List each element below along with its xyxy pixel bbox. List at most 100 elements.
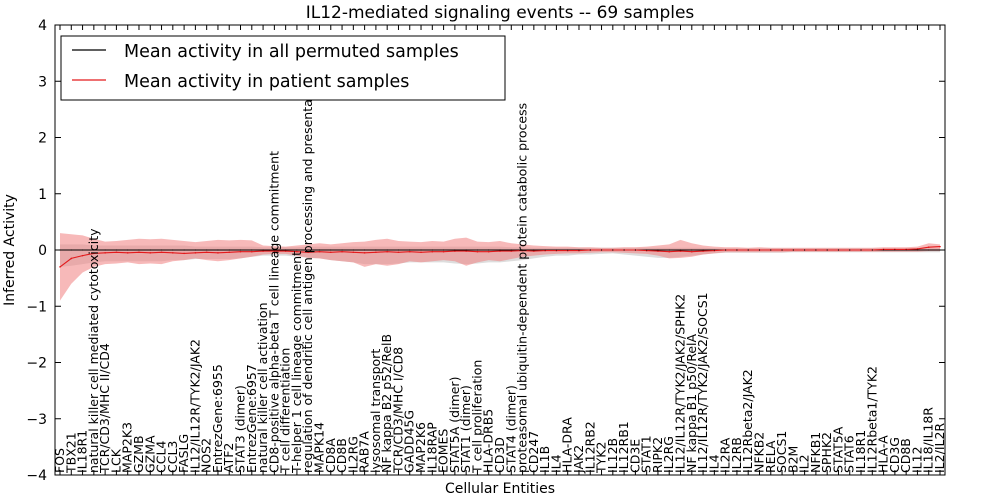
patient-data-point [397, 251, 400, 254]
permuted-data-point [837, 249, 840, 251]
permuted-data-point [725, 249, 727, 251]
permuted-data-point [882, 249, 885, 251]
category-label: FOS [52, 448, 67, 473]
patient-data-point [183, 252, 185, 255]
permuted-data-point [318, 249, 321, 251]
category-label: MAPK14 [311, 422, 326, 473]
category-label: proteasomal ubiquitin-dependent protein … [515, 103, 530, 473]
y-tick-label: 4 [38, 18, 47, 34]
permuted-data-point [454, 249, 456, 251]
category-label: T cell proliferation [469, 360, 484, 474]
patient-data-point [172, 252, 174, 254]
category-label: regulation of dendritic cell antigen pro… [300, 75, 315, 473]
permuted-data-point [409, 249, 411, 251]
permuted-data-point [228, 249, 230, 251]
y-tick-label: −4 [26, 468, 47, 484]
category-label: STAT6 [842, 435, 857, 473]
permuted-data-point [251, 249, 253, 251]
category-label: FASLG [176, 434, 191, 473]
patient-data-point [363, 252, 366, 254]
patient-data-point [250, 250, 253, 253]
permuted-data-point [589, 249, 591, 251]
category-label: natural killer cell mediated cytotoxicit… [86, 228, 101, 473]
patient-data-point [420, 251, 422, 254]
category-label: EOMES [436, 429, 451, 473]
y-tick-label: −2 [26, 356, 47, 372]
permuted-data-point [341, 249, 343, 251]
category-label: IL2RB [729, 437, 744, 473]
patient-data-point [657, 250, 659, 252]
patient-data-point [273, 250, 276, 252]
category-label: IL18R1 [853, 430, 868, 473]
patient-data-point [93, 252, 95, 255]
category-label: GADD45G [402, 410, 417, 473]
category-label: IL18R1 [75, 430, 90, 473]
patient-data-point [81, 254, 84, 257]
category-label: RAB7A [357, 431, 372, 473]
category-label: IL12RB1 [616, 421, 631, 473]
category-label: SOCS1 [774, 431, 789, 473]
category-label: CD3D [492, 437, 507, 473]
permuted-data-point [160, 249, 163, 251]
permuted-data-point [578, 249, 580, 251]
patient-data-point [217, 252, 219, 254]
permuted-data-point [533, 249, 535, 251]
patient-data-point [341, 250, 343, 253]
permuted-data-point [386, 249, 388, 251]
patient-data-point [487, 250, 490, 253]
category-label: NFKB1 [808, 432, 823, 473]
permuted-data-point [612, 249, 614, 251]
patient-data-point [939, 245, 941, 248]
patient-data-point [318, 250, 321, 253]
category-label: SPHK2 [819, 432, 834, 473]
patient-data-point [408, 250, 411, 253]
category-label: IL12Rbeta1/TYK2 [864, 366, 879, 473]
patient-data-point [59, 266, 61, 268]
legend-label-patient: Mean activity in patient samples [124, 72, 409, 92]
permuted-data-point [758, 249, 761, 251]
category-label: ATF2 [221, 443, 236, 473]
category-label: EntrezGene:6957 [244, 364, 259, 473]
category-label: NOS2 [199, 438, 214, 473]
permuted-data-point [736, 249, 738, 251]
patient-data-point [194, 252, 197, 254]
permuted-data-point [239, 249, 242, 251]
patient-data-point [702, 250, 704, 252]
category-label: EntrezGene:6955 [210, 364, 225, 473]
y-tick-label: 2 [38, 131, 47, 147]
category-label: CD8B [898, 438, 913, 473]
patient-data-point [126, 252, 129, 254]
legend: Mean activity in all permuted samples Me… [60, 35, 506, 101]
permuted-data-point [442, 249, 445, 251]
permuted-data-point [623, 249, 625, 251]
category-label: STAT4 (dimer) [503, 385, 518, 473]
permuted-data-point [600, 249, 603, 251]
permuted-data-point [713, 249, 715, 251]
patient-data-point [454, 250, 456, 252]
category-label: CCL3 [165, 441, 180, 473]
category-label: NF kappa B2 p52/RelB [379, 334, 394, 473]
category-label: IL18/IL18R [921, 407, 936, 473]
patient-data-point [70, 257, 73, 260]
permuted-data-point [646, 249, 648, 251]
category-label: STAT5A [830, 426, 845, 473]
patient-data-point [465, 250, 467, 252]
permuted-data-point [115, 249, 118, 251]
category-label: HLA-A [876, 435, 891, 473]
category-label: CD3E [627, 439, 642, 473]
permuted-data-point [747, 249, 749, 251]
category-label: IL12/IL12R/TYK2/JAK2 [187, 339, 202, 473]
y-axis: −4 −3 −2 −1 0 1 2 3 4 [26, 18, 945, 484]
category-label: CD247 [526, 431, 541, 473]
category-label: GZMB [131, 435, 146, 473]
permuted-data-point [871, 249, 873, 251]
patient-data-point [533, 250, 535, 252]
x-axis [59, 25, 941, 475]
y-tick-label: −3 [26, 412, 47, 428]
category-label: TCR/CD3/MHC II/CD4 [97, 343, 112, 474]
permuted-data-point [679, 249, 682, 251]
permuted-data-point [149, 249, 151, 251]
patient-data-point [307, 251, 310, 254]
permuted-data-point [691, 249, 693, 251]
